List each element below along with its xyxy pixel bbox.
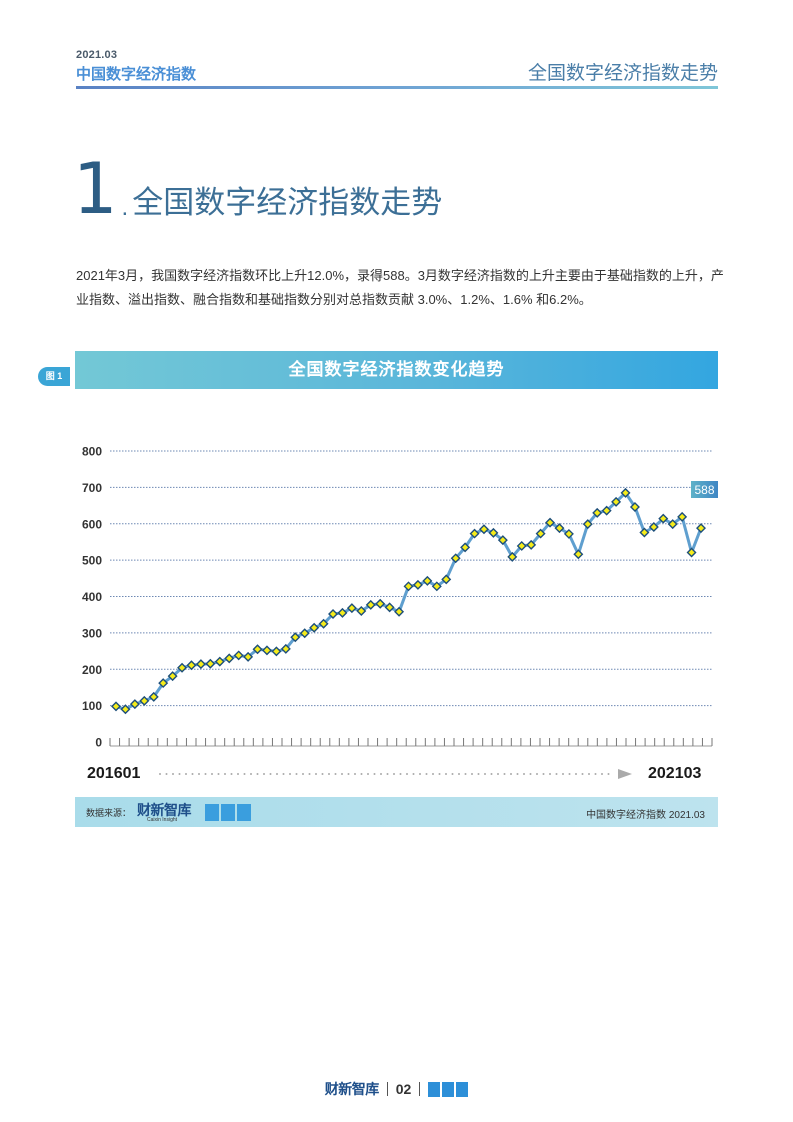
section-title-text: 全国数字经济指数走势 — [132, 185, 443, 220]
caixin-logo: 财新智库 — [137, 802, 192, 818]
header-brand: 中国数字经济指数 — [76, 66, 197, 83]
source-right-text: 中国数字经济指数 2021.03 — [586, 810, 705, 821]
bbd-logo — [205, 804, 251, 821]
last-value-label: 588 — [691, 481, 718, 498]
x-axis-arrow — [159, 769, 632, 779]
x-axis-end-label: 202103 — [648, 765, 702, 782]
footer-separator — [419, 1082, 421, 1096]
line-chart: 0 100 200 300 400 500 600 700 800 588 — [82, 445, 718, 779]
header-section-title: 全国数字经济指数走势 — [527, 63, 718, 84]
page-footer: 财新智库 02 — [0, 1078, 793, 1100]
svg-text:700: 700 — [82, 481, 102, 495]
data-source-bar: 数据来源： 财新智库 Caixin Insight 中国数字经济指数 2021.… — [75, 797, 718, 827]
svg-text:588: 588 — [694, 483, 714, 497]
data-line — [115, 491, 703, 711]
summary-paragraph: 2021年3月，我国数字经济指数环比上升12.0%，录得588。3月数字经济指数… — [76, 268, 724, 307]
svg-text:100: 100 — [82, 699, 102, 713]
section-dot: . — [121, 194, 129, 221]
page-title: 1 . 全国数字经济指数走势 — [73, 148, 443, 230]
section-number: 1 — [73, 148, 118, 230]
source-label: 数据来源： — [86, 808, 132, 818]
svg-text:800: 800 — [82, 445, 102, 459]
figure-badge: 图 1 — [38, 367, 70, 386]
svg-text:500: 500 — [82, 554, 102, 568]
footer-caixin-logo: 财新智库 — [324, 1081, 380, 1097]
chart-gridlines — [110, 450, 712, 707]
header-date: 2021.03 — [76, 49, 118, 61]
page-number: 02 — [395, 1081, 412, 1097]
svg-text:0: 0 — [95, 736, 102, 750]
footer-bbd-logo — [428, 1081, 469, 1097]
svg-text:600: 600 — [82, 517, 102, 531]
x-axis-start-label: 201601 — [87, 765, 141, 782]
caixin-logo-subtitle: Caixin Insight — [147, 817, 178, 823]
data-markers — [111, 487, 706, 715]
x-axis-ticks — [109, 738, 713, 747]
figure-title: 全国数字经济指数变化趋势 — [75, 351, 718, 389]
svg-text:400: 400 — [82, 590, 102, 604]
svg-text:200: 200 — [82, 663, 102, 677]
y-axis-labels: 0 100 200 300 400 500 600 700 800 — [82, 445, 102, 750]
footer-separator — [386, 1082, 388, 1096]
header-divider — [76, 86, 718, 89]
svg-text:300: 300 — [82, 626, 102, 640]
